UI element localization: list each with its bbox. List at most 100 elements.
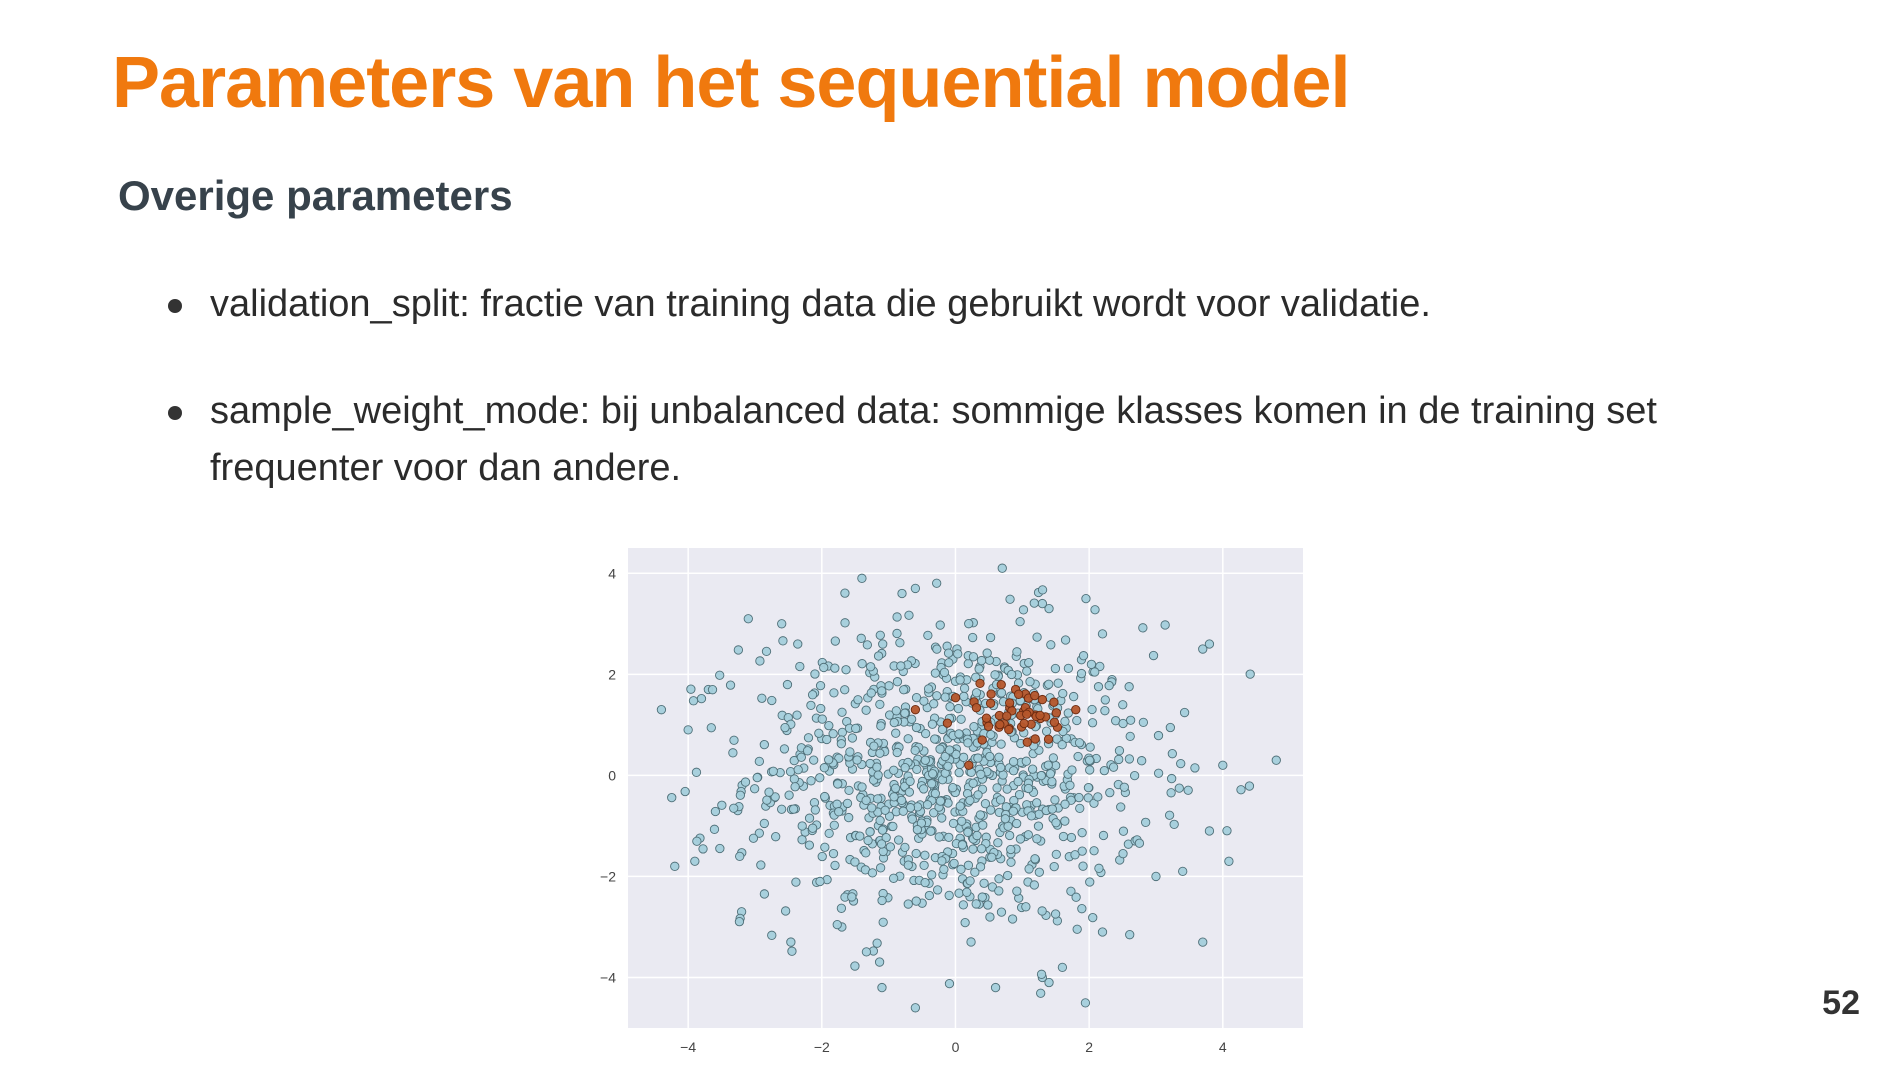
scatter-point xyxy=(824,755,834,765)
scatter-point xyxy=(754,756,765,767)
scatter-point xyxy=(884,681,894,691)
scatter-point xyxy=(1024,657,1034,668)
scatter-point xyxy=(955,675,965,685)
scatter-point xyxy=(888,821,898,832)
scatter-point xyxy=(974,664,984,674)
scatter-point xyxy=(1271,755,1281,765)
scatter-point xyxy=(1244,781,1255,791)
scatter-point xyxy=(1087,718,1098,728)
scatter-point xyxy=(1051,849,1061,860)
scatter-point xyxy=(971,899,981,909)
scatter-point xyxy=(844,785,854,796)
scatter-point xyxy=(889,792,899,802)
scatter-point xyxy=(1077,904,1087,914)
scatter-point xyxy=(1160,620,1170,630)
scatter-point xyxy=(840,618,850,628)
scatter-point xyxy=(1047,777,1057,787)
scatter-point xyxy=(667,792,677,803)
scatter-point xyxy=(932,885,943,895)
scatter-point xyxy=(903,899,913,909)
scatter-point xyxy=(1019,718,1029,729)
scatter-point xyxy=(987,852,997,862)
scatter-point xyxy=(1014,790,1025,800)
scatter-point xyxy=(820,842,830,852)
scatter-point xyxy=(874,957,885,967)
scatter-point xyxy=(780,723,790,733)
scatter-point xyxy=(1080,998,1091,1008)
scatter-point xyxy=(1043,760,1053,770)
scatter-point xyxy=(943,648,954,658)
scatter-point xyxy=(728,748,738,758)
scatter-point xyxy=(836,903,847,913)
scatter-point xyxy=(910,745,920,756)
scatter-point xyxy=(1138,717,1149,728)
x-axis-ticks: −4 −2 0 2 4 xyxy=(680,1039,1227,1055)
scatter-point xyxy=(790,782,800,792)
scatter-point xyxy=(954,729,964,739)
scatter-point xyxy=(691,767,702,777)
scatter-point xyxy=(1002,784,1012,794)
scatter-point xyxy=(1063,663,1074,674)
scatter-point xyxy=(1006,669,1017,680)
scatter-point xyxy=(971,703,982,713)
scatter-point xyxy=(761,646,772,657)
scatter-point xyxy=(796,752,806,762)
scatter-point xyxy=(841,665,851,675)
scatter-point xyxy=(710,806,721,817)
scatter-point xyxy=(959,683,970,693)
scatter-point xyxy=(1176,758,1186,769)
y-tick-label: −4 xyxy=(600,969,616,985)
scatter-point xyxy=(715,843,725,854)
scatter-point xyxy=(993,838,1003,848)
scatter-point xyxy=(777,619,787,629)
scatter-point xyxy=(725,680,736,690)
scatter-point xyxy=(1204,826,1215,836)
scatter-point xyxy=(770,792,780,802)
scatter-point xyxy=(840,588,850,598)
scatter-point xyxy=(795,661,805,672)
scatter-point xyxy=(1049,697,1059,707)
scatter-point xyxy=(752,772,762,783)
scatter-point xyxy=(1013,776,1023,787)
scatter-point xyxy=(1086,659,1097,669)
scatter-point xyxy=(1048,753,1058,763)
scatter-point xyxy=(867,868,878,878)
scatter-point xyxy=(1005,594,1015,604)
scatter-point xyxy=(959,691,969,702)
scatter-point xyxy=(1026,811,1037,821)
scatter-point xyxy=(1051,708,1061,718)
bullet-list: validation_split: fractie van training d… xyxy=(168,276,1768,547)
scatter-point xyxy=(1050,909,1061,919)
scatter-point xyxy=(1036,770,1046,781)
scatter-point xyxy=(1153,768,1164,778)
series-minority-points xyxy=(910,678,1081,770)
scatter-point xyxy=(1087,704,1097,715)
scatter-point xyxy=(922,800,933,810)
scatter-point xyxy=(903,860,913,870)
scatter-point xyxy=(784,790,794,800)
scatter-point xyxy=(1118,718,1128,729)
scatter-point xyxy=(1060,816,1070,826)
scatter-point xyxy=(904,610,914,620)
scatter-point xyxy=(1108,762,1119,772)
scatter-point xyxy=(1077,846,1087,856)
scatter-point xyxy=(829,820,839,830)
page-number: 52 xyxy=(1822,984,1860,1022)
scatter-point xyxy=(1174,783,1184,793)
scatter-point xyxy=(880,805,890,815)
scatter-point xyxy=(898,806,908,816)
scatter-point xyxy=(828,848,839,859)
scatter-point xyxy=(1114,754,1124,765)
scatter-point xyxy=(1093,682,1104,692)
scatter-point xyxy=(929,808,939,818)
scatter-point xyxy=(767,695,777,706)
scatter-point xyxy=(1099,766,1110,776)
scatter-point xyxy=(1060,635,1071,645)
scatter-point xyxy=(828,729,838,739)
scatter-point xyxy=(1166,788,1176,798)
scatter-point xyxy=(803,733,814,743)
scatter-point xyxy=(857,782,867,792)
scatter-point xyxy=(851,723,861,734)
scatter-point xyxy=(876,721,886,731)
scatter-point xyxy=(900,708,910,718)
